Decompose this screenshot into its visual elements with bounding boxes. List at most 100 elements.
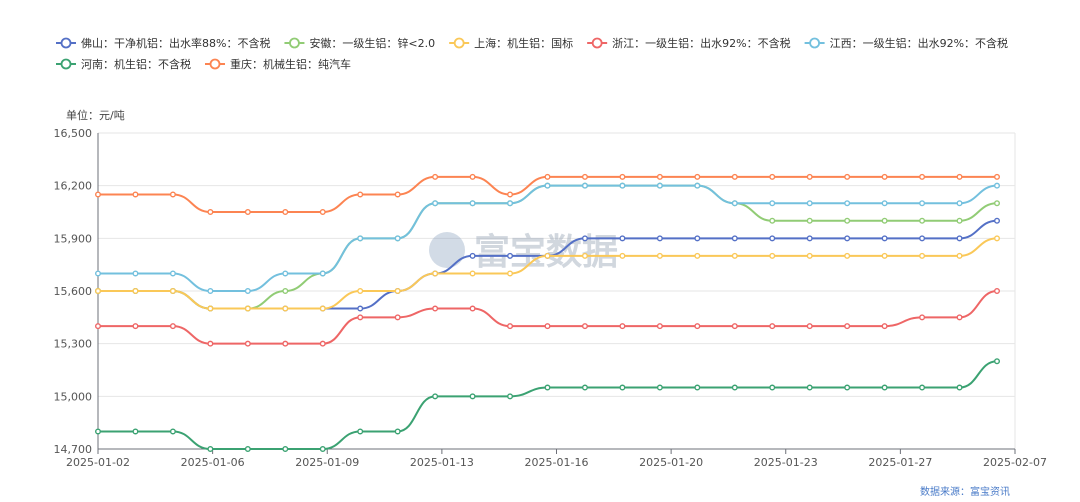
data-point (769, 384, 776, 391)
data-point (207, 305, 214, 312)
y-tick-label: 15,300 (54, 338, 93, 351)
legend-item[interactable]: 江西：一级生铝：出水92%：不含税 (804, 36, 1008, 50)
x-tick-label: 2025-01-02 (66, 456, 130, 469)
data-point (581, 384, 588, 391)
legend-label: 河南：机生铝：不含税 (81, 57, 191, 71)
legend-marker (591, 37, 603, 49)
data-point (432, 270, 439, 277)
data-point (844, 323, 851, 330)
data-point (731, 173, 738, 180)
x-tick-label: 2025-01-20 (639, 456, 703, 469)
data-point (881, 217, 888, 224)
legend[interactable]: 佛山：干净机铝：出水率88%：不含税 安徽：一级生铝：锌<2.0 上海：机生铝：国标… (56, 36, 1008, 71)
x-tick-label: 2025-02-07 (983, 456, 1047, 469)
legend-item[interactable]: 重庆：机械生铝：纯汽车 (204, 57, 351, 71)
data-point (731, 384, 738, 391)
x-axis: 2025-01-02 2025-01-06 2025-01-09 2025-01-13… (66, 448, 1047, 469)
data-point (169, 323, 176, 330)
data-point (244, 446, 251, 453)
data-point (956, 235, 963, 242)
data-point (432, 173, 439, 180)
data-point (469, 252, 476, 259)
data-point (319, 305, 326, 312)
series (94, 358, 1001, 453)
data-point (956, 173, 963, 180)
data-point (994, 182, 1001, 189)
data-point (544, 323, 551, 330)
data-point (207, 340, 214, 347)
data-point (656, 323, 663, 330)
series-line (98, 360, 998, 450)
data-point (132, 323, 139, 330)
data-point (919, 217, 926, 224)
legend-item[interactable]: 上海：机生铝：国标 (449, 36, 573, 50)
legend-item[interactable]: 安徽：一级生铝：锌<2.0 (284, 36, 435, 50)
data-point (94, 323, 101, 330)
data-point (469, 173, 476, 180)
data-point (581, 182, 588, 189)
data-point (507, 200, 514, 207)
data-point (919, 235, 926, 242)
data-point (731, 235, 738, 242)
data-point (769, 252, 776, 259)
series-line (97, 290, 998, 345)
data-point (244, 340, 251, 347)
data-point (432, 305, 439, 312)
data-point (507, 270, 514, 277)
data-point (357, 191, 364, 198)
data-point (994, 288, 1001, 295)
data-point (319, 446, 326, 453)
data-point (694, 323, 701, 330)
data-point (956, 217, 963, 224)
legend-item[interactable]: 佛山：干净机铝：出水率88%：不含税 (56, 36, 270, 50)
data-point (881, 235, 888, 242)
data-point (881, 252, 888, 259)
series-lines (94, 173, 1001, 453)
data-point (544, 252, 551, 259)
data-point (694, 235, 701, 242)
legend-item[interactable]: 浙江：一级生铝：出水92%：不含税 (587, 36, 791, 50)
y-axis: 14,700 15,000 15,300 15,600 15,900 16,200 16,5… (54, 127, 99, 456)
watermark-logo (429, 232, 465, 268)
data-point (357, 288, 364, 295)
data-point (694, 384, 701, 391)
data-point (919, 252, 926, 259)
data-point (169, 191, 176, 198)
data-point (282, 340, 289, 347)
data-point (769, 235, 776, 242)
data-point (469, 200, 476, 207)
legend-item[interactable]: 河南：机生铝：不含税 (56, 57, 191, 71)
data-point (694, 182, 701, 189)
data-point (469, 305, 476, 312)
data-point (581, 323, 588, 330)
data-point (619, 323, 626, 330)
data-point (844, 384, 851, 391)
data-point (619, 252, 626, 259)
data-point (769, 217, 776, 224)
data-point (132, 191, 139, 198)
data-point (656, 384, 663, 391)
data-point (881, 173, 888, 180)
data-point (994, 173, 1001, 180)
data-point (731, 200, 738, 207)
unit-label: 单位：元/吨 (66, 108, 125, 122)
data-point (994, 235, 1001, 242)
watermark-text: 富宝数据 (474, 231, 618, 273)
data-point (956, 200, 963, 207)
series (94, 173, 1001, 215)
data-point (319, 270, 326, 277)
data-point (282, 270, 289, 277)
data-point (956, 314, 963, 321)
data-point (394, 235, 401, 242)
data-point (619, 235, 626, 242)
data-point (432, 200, 439, 207)
data-point (619, 173, 626, 180)
data-point (132, 428, 139, 435)
data-point (357, 305, 364, 312)
data-point (844, 252, 851, 259)
legend-label: 佛山：干净机铝：出水率88%：不含税 (81, 36, 270, 50)
data-point (806, 252, 813, 259)
data-point (844, 217, 851, 224)
data-point (806, 323, 813, 330)
data-point (544, 384, 551, 391)
